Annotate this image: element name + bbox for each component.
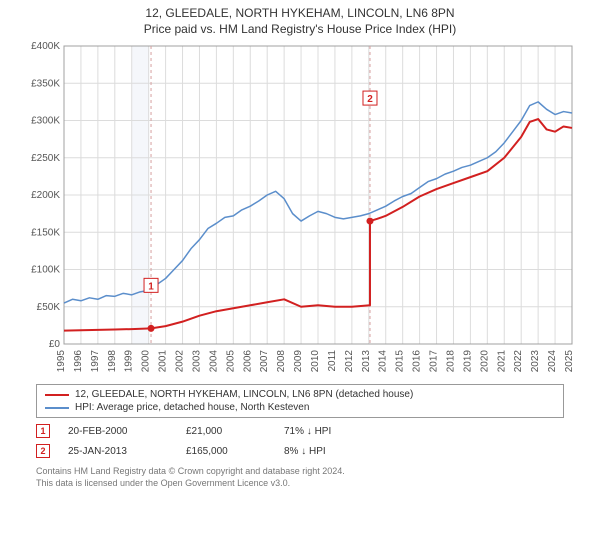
svg-text:2011: 2011 [327, 350, 338, 372]
svg-text:2004: 2004 [208, 350, 219, 373]
svg-text:2019: 2019 [462, 350, 473, 373]
svg-text:2006: 2006 [242, 350, 253, 373]
svg-text:£400K: £400K [31, 41, 60, 52]
svg-text:1: 1 [148, 281, 154, 292]
legend-box: 12, GLEEDALE, NORTH HYKEHAM, LINCOLN, LN… [36, 384, 564, 418]
svg-text:£100K: £100K [31, 265, 60, 276]
svg-text:2023: 2023 [530, 350, 541, 373]
event-price-1: £21,000 [186, 426, 266, 437]
event-marker-2: 2 [36, 444, 50, 458]
svg-text:2015: 2015 [395, 350, 406, 373]
svg-text:2020: 2020 [479, 350, 490, 373]
svg-text:2021: 2021 [496, 350, 507, 373]
event-row-1: 1 20-FEB-2000 £21,000 71% ↓ HPI [36, 424, 564, 438]
event-marker-1: 1 [36, 424, 50, 438]
svg-text:2024: 2024 [547, 350, 558, 373]
svg-text:2013: 2013 [361, 350, 372, 373]
event-date-1: 20-FEB-2000 [68, 426, 168, 437]
chart-title-line2: Price paid vs. HM Land Registry's House … [0, 20, 600, 40]
event-delta-1: 71% ↓ HPI [284, 426, 331, 437]
svg-text:2009: 2009 [293, 350, 304, 373]
chart-title-line1: 12, GLEEDALE, NORTH HYKEHAM, LINCOLN, LN… [0, 0, 600, 20]
svg-text:1996: 1996 [73, 350, 84, 373]
footer-attribution: Contains HM Land Registry data © Crown c… [36, 466, 564, 489]
legend-item-property: 12, GLEEDALE, NORTH HYKEHAM, LINCOLN, LN… [45, 388, 555, 401]
svg-text:£300K: £300K [31, 116, 60, 127]
event-delta-2: 8% ↓ HPI [284, 446, 326, 457]
svg-text:2010: 2010 [310, 350, 321, 373]
legend-label-hpi: HPI: Average price, detached house, Nort… [75, 402, 309, 413]
event-row-2: 2 25-JAN-2013 £165,000 8% ↓ HPI [36, 444, 564, 458]
svg-text:2003: 2003 [191, 350, 202, 373]
svg-text:2001: 2001 [158, 350, 169, 373]
legend-swatch-hpi [45, 407, 69, 409]
svg-text:2008: 2008 [276, 350, 287, 373]
svg-text:2016: 2016 [412, 350, 423, 373]
price-chart: £0 £50K £100K £150K £200K £250K £300K £350K £400… [20, 40, 580, 380]
svg-text:1999: 1999 [124, 350, 135, 373]
svg-text:£50K: £50K [37, 302, 61, 313]
legend-label-property: 12, GLEEDALE, NORTH HYKEHAM, LINCOLN, LN… [75, 389, 413, 400]
svg-text:£150K: £150K [31, 227, 60, 238]
svg-text:£200K: £200K [31, 190, 60, 201]
svg-text:2: 2 [367, 94, 373, 105]
svg-text:1997: 1997 [90, 350, 101, 373]
svg-text:1995: 1995 [56, 350, 67, 373]
svg-text:£250K: £250K [31, 153, 60, 164]
svg-text:2012: 2012 [344, 350, 355, 373]
svg-text:2022: 2022 [513, 350, 524, 373]
legend-item-hpi: HPI: Average price, detached house, Nort… [45, 401, 555, 414]
svg-text:1998: 1998 [107, 350, 118, 373]
svg-text:2007: 2007 [259, 350, 270, 373]
svg-text:2025: 2025 [564, 350, 575, 373]
event-price-2: £165,000 [186, 446, 266, 457]
svg-text:2005: 2005 [225, 350, 236, 373]
event-date-2: 25-JAN-2013 [68, 446, 168, 457]
svg-text:£0: £0 [49, 339, 61, 350]
svg-text:2000: 2000 [141, 350, 152, 373]
svg-text:2018: 2018 [445, 350, 456, 373]
svg-text:2017: 2017 [429, 350, 440, 373]
svg-text:£350K: £350K [31, 78, 60, 89]
legend-swatch-property [45, 394, 69, 396]
svg-text:2002: 2002 [175, 350, 186, 373]
svg-text:2014: 2014 [378, 350, 389, 373]
